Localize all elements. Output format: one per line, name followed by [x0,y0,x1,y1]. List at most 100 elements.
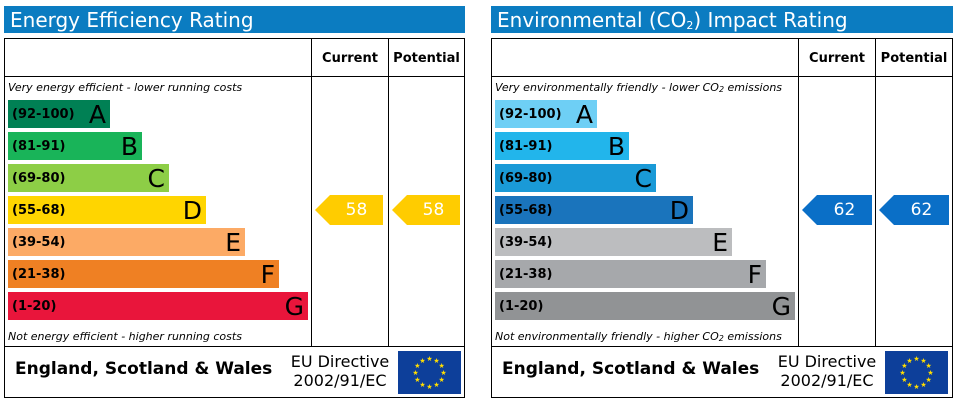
rating-band-b: (81-91) B [8,132,142,161]
band-range-label: (69-80) [12,171,66,186]
directive-line-1: EU Directive [290,352,390,371]
eu-star-icon: ★ [899,369,905,377]
rating-band-b: (81-91) B [495,132,629,161]
band-range-label: (39-54) [499,235,553,250]
band-range-label: (81-91) [499,139,553,154]
eu-directive-label: EU Directive 2002/91/EC [287,352,393,390]
eu-star-icon: ★ [901,362,907,370]
title-text: Environmental (CO [497,8,687,32]
band-range-label: (55-68) [499,203,553,218]
energy-rating-box: Current Potential Very energy efficient … [4,38,465,398]
band-range-label: (55-68) [12,203,66,218]
band-range-label: (92-100) [12,107,75,122]
caption-subscript: 2 [718,334,724,343]
caption-text-end: emissions [724,81,783,94]
band-range-label: (1-20) [12,299,57,314]
environmental-panel-title: Environmental (CO2) Impact Rating [491,6,953,33]
caption-subscript: 2 [718,85,725,94]
rating-band-g: (1-20) G [8,292,308,321]
rating-band-g: (1-20) G [495,292,795,321]
eu-star-icon: ★ [913,355,919,363]
title-subscript: 2 [686,19,694,32]
eu-star-icon: ★ [426,355,432,363]
energy-panel-title: Energy Efficiency Rating [4,6,465,33]
current-arrow-tip [802,195,817,225]
current-column-header: Current [809,51,865,66]
eu-star-icon: ★ [913,383,919,391]
band-letter-label: D [669,196,689,225]
header-divider [492,76,952,77]
band-letter-label: G [771,292,791,321]
eu-star-icon: ★ [433,381,439,389]
eu-star-icon: ★ [920,357,926,365]
top-caption: Very energy efficient - lower running co… [8,81,243,94]
directive-line-1: EU Directive [777,352,877,371]
potential-rating-arrow: 62 [879,195,949,225]
rating-band-e: (39-54) E [8,228,245,257]
header-divider [5,76,464,77]
eu-flag-icon: ★ ★ ★ ★ ★ ★ ★ ★ ★ ★ ★ ★ [885,351,948,394]
rating-band-f: (21-38) F [495,260,766,289]
rating-band-f: (21-38) F [8,260,279,289]
eu-star-icon: ★ [920,381,926,389]
band-letter-label: F [260,260,275,289]
eu-star-icon: ★ [440,369,446,377]
band-letter-label: G [284,292,304,321]
current-rating-value: 62 [817,195,872,225]
band-letter-label: A [88,100,106,129]
band-range-label: (92-100) [499,107,562,122]
rating-band-c: (69-80) C [495,164,656,193]
eu-star-icon: ★ [414,362,420,370]
eu-star-icon: ★ [925,376,931,384]
current-rating-value: 58 [330,195,383,225]
rating-band-d: (55-68) D [495,196,693,225]
potential-arrow-tip [392,195,407,225]
band-letter-label: B [607,132,625,161]
rating-band-e: (39-54) E [495,228,732,257]
band-letter-label: F [747,260,762,289]
rating-band-c: (69-80) C [8,164,169,193]
top-caption: Very environmentally friendly - lower CO… [495,81,782,94]
potential-rating-value: 62 [894,195,949,225]
footer-divider [492,346,952,347]
eu-star-icon: ★ [927,369,933,377]
bottom-caption: Not energy efficient - higher running co… [8,330,242,343]
caption-text: Very environmentally friendly - lower CO [495,81,719,94]
eu-star-icon: ★ [412,369,418,377]
eu-directive-label: EU Directive 2002/91/EC [774,352,880,390]
current-rating-arrow: 58 [315,195,383,225]
eu-star-icon: ★ [433,357,439,365]
rating-band-d: (55-68) D [8,196,206,225]
current-column-header: Current [322,51,378,66]
energy-efficiency-panel: Energy Efficiency Rating Current Potenti… [4,6,465,398]
environmental-impact-panel: Environmental (CO2) Impact Rating Curren… [491,6,953,398]
eu-star-icon: ★ [426,383,432,391]
band-letter-label: D [182,196,202,225]
eu-star-icon: ★ [438,362,444,370]
band-range-label: (1-20) [499,299,544,314]
band-range-label: (39-54) [12,235,66,250]
eu-flag-icon: ★ ★ ★ ★ ★ ★ ★ ★ ★ ★ ★ ★ [398,351,461,394]
eu-star-icon: ★ [419,357,425,365]
footer-divider [5,346,464,347]
eu-star-icon: ★ [906,381,912,389]
eu-star-icon: ★ [906,357,912,365]
band-letter-label: B [120,132,138,161]
rating-band-a: (92-100) A [8,100,110,129]
rating-band-a: (92-100) A [495,100,597,129]
caption-text: Not environmentally friendly - higher CO [495,330,719,343]
band-letter-label: C [147,164,165,193]
potential-column-header: Potential [880,51,948,66]
band-letter-label: C [634,164,652,193]
band-range-label: (81-91) [12,139,66,154]
potential-arrow-tip [879,195,894,225]
region-label: England, Scotland & Wales [502,359,760,379]
eu-star-icon: ★ [438,376,444,384]
band-letter-label: A [575,100,593,129]
current-rating-arrow: 62 [802,195,872,225]
eu-star-icon: ★ [414,376,420,384]
eu-star-icon: ★ [925,362,931,370]
bottom-caption: Not environmentally friendly - higher CO… [495,330,782,343]
potential-column-header: Potential [393,51,460,66]
band-letter-label: E [712,228,728,257]
